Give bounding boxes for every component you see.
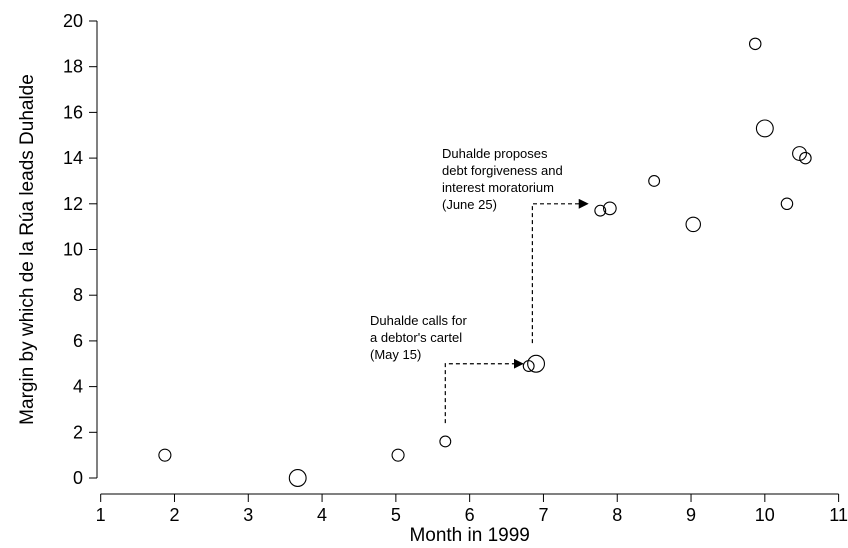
data-point bbox=[594, 204, 607, 217]
y-tick-label: 16 bbox=[63, 102, 83, 122]
data-point bbox=[755, 119, 774, 138]
annotation-text-line: (June 25) bbox=[442, 197, 497, 212]
x-tick-label: 10 bbox=[755, 505, 775, 525]
annotation-arrow bbox=[531, 198, 589, 344]
x-tick-label: 7 bbox=[538, 505, 548, 525]
x-tick-label: 2 bbox=[169, 505, 179, 525]
annotation-text-line: Duhalde calls for bbox=[370, 313, 467, 328]
annotations-group: Duhalde calls for a debtor's cartel (May 1… bbox=[370, 146, 589, 424]
y-axis-ticks: 0 2 4 6 8 10 12 14 16 18 20 bbox=[63, 11, 97, 488]
data-point bbox=[603, 201, 617, 216]
y-tick-label: 20 bbox=[63, 11, 83, 31]
y-tick-label: 4 bbox=[73, 377, 83, 397]
x-tick-label: 8 bbox=[612, 505, 622, 525]
y-axis-title: Margin by which de la Rúa leads Duhalde bbox=[17, 74, 38, 425]
data-point bbox=[522, 360, 535, 372]
x-tick-label: 9 bbox=[686, 505, 696, 525]
y-tick-label: 12 bbox=[63, 194, 83, 214]
y-tick-label: 14 bbox=[63, 148, 83, 168]
data-point bbox=[799, 151, 812, 165]
y-tick-label: 2 bbox=[73, 422, 83, 442]
y-tick-label: 0 bbox=[73, 468, 83, 488]
data-point bbox=[391, 448, 405, 462]
data-point bbox=[748, 37, 762, 51]
x-axis-ticks: 1 2 3 4 5 6 7 8 9 10 11 bbox=[96, 494, 848, 525]
data-point bbox=[685, 216, 701, 233]
y-tick-label: 6 bbox=[73, 331, 83, 351]
annotation-text-line: debt forgiveness and bbox=[442, 163, 563, 178]
y-tick-label: 8 bbox=[73, 285, 83, 305]
data-point bbox=[648, 174, 661, 187]
data-point bbox=[780, 197, 794, 211]
y-tick-label: 10 bbox=[63, 240, 83, 260]
x-tick-label: 4 bbox=[317, 505, 327, 525]
annotation-text-line: interest moratorium bbox=[442, 180, 554, 195]
x-tick-label: 3 bbox=[243, 505, 253, 525]
data-point bbox=[288, 469, 307, 487]
x-tick-label: 5 bbox=[391, 505, 401, 525]
y-tick-label: 18 bbox=[63, 57, 83, 77]
annotation-text-line: Duhalde proposes bbox=[442, 146, 548, 161]
data-point bbox=[439, 435, 452, 448]
data-points-group bbox=[158, 37, 812, 487]
x-tick-label: 11 bbox=[829, 505, 848, 525]
data-point bbox=[527, 354, 546, 373]
x-tick-label: 6 bbox=[465, 505, 475, 525]
annotation-text-line: (May 15) bbox=[370, 347, 421, 362]
annotation-text-line: a debtor's cartel bbox=[370, 330, 462, 345]
data-point bbox=[158, 448, 172, 462]
annotation-arrow bbox=[444, 358, 524, 424]
x-tick-label: 1 bbox=[96, 505, 106, 525]
data-point bbox=[792, 146, 807, 161]
x-axis-title: Month in 1999 bbox=[409, 525, 529, 546]
